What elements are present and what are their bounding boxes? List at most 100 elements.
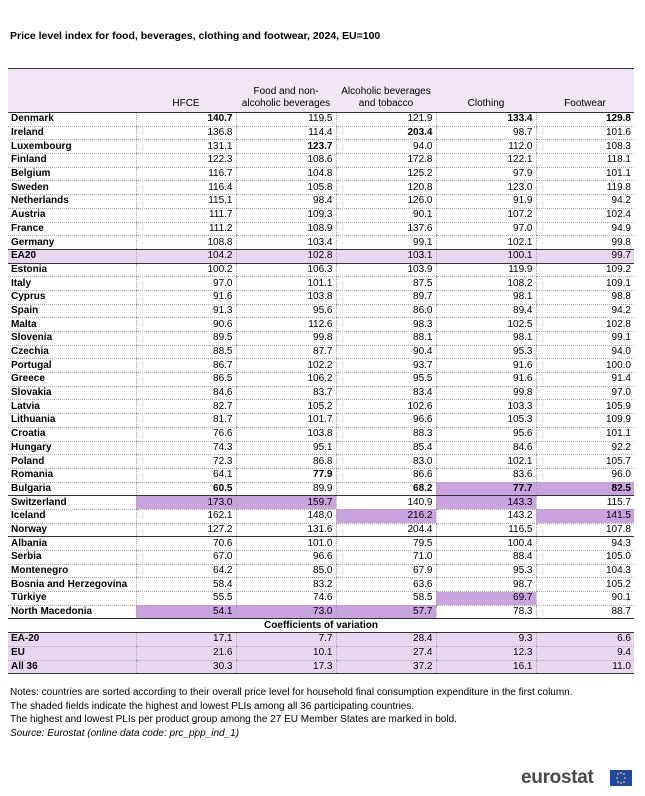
cell: 103.8	[235, 290, 336, 305]
cell: 79.5	[335, 536, 436, 551]
cell: 111.7	[135, 208, 236, 223]
table-row: Greece 86.5 106.2 95.5 91.6 91.4	[8, 372, 634, 387]
cell: 81.7	[135, 413, 236, 428]
cell: 107.8	[535, 523, 634, 538]
table-row: Croatia 76.6 103.8 88.3 95.6 101.1	[8, 427, 634, 442]
cell: 140.9	[335, 495, 436, 510]
table-row: Montenegro 64.2 85.0 67.9 95.3 104.3	[8, 564, 634, 579]
row-label: Italy	[8, 276, 136, 291]
cell: 162.1	[135, 509, 236, 524]
cell: 57.7	[335, 605, 436, 620]
cell: 123.0	[435, 180, 536, 196]
eu-flag	[610, 770, 632, 786]
cell: 136.8	[135, 126, 236, 141]
cell: 100.2	[135, 263, 236, 278]
row-label: North Macedonia	[8, 605, 136, 620]
cell: 86.6	[335, 468, 436, 483]
cell: 55.5	[135, 591, 236, 606]
header-cell: Food and non-alcoholic beverages	[236, 68, 336, 113]
cell: 100.0	[535, 358, 634, 374]
cell: 96.6	[335, 413, 436, 428]
header-cell: HFCE	[136, 68, 236, 113]
cell: 83.0	[335, 454, 436, 469]
cell: 102.4	[535, 208, 634, 223]
cell: 68.2	[335, 482, 436, 497]
row-label: Belgium	[8, 167, 136, 182]
table-row: Latvia 82.7 105.2 102.6 103.3 105.9	[8, 399, 634, 415]
cell: 60.5	[135, 482, 236, 497]
table-row: Cyprus 91.6 103.8 89.7 98.1 98.8	[8, 290, 634, 305]
cell: 91.4	[535, 372, 634, 387]
cell: 102.2	[235, 358, 336, 374]
cell: 67.0	[135, 550, 236, 565]
cell: 95.6	[235, 304, 336, 319]
table-row: Bulgaria 60.5 89.9 68.2 77.7 82.5	[8, 482, 634, 497]
row-label: Austria	[8, 208, 136, 223]
row-label: Spain	[8, 304, 136, 319]
cell: 92.2	[535, 441, 634, 456]
cell: 94.0	[335, 139, 436, 155]
cell: 99.8	[235, 331, 336, 346]
row-label: Bosnia and Herzegovina	[8, 577, 136, 593]
cell: 27.4	[335, 646, 436, 661]
cell: 204.4	[335, 523, 436, 538]
cell: 94.3	[535, 536, 634, 551]
row-label: Türkiye	[8, 591, 136, 606]
note: The shaded fields indicate the highest a…	[10, 700, 415, 712]
table-row: Netherlands 115.1 98.4 126.0 91.9 94.2	[8, 194, 634, 209]
row-label: Switzerland	[8, 495, 136, 510]
cell: 159.7	[235, 495, 336, 510]
cell: 99.7	[535, 248, 634, 264]
cell: 78.3	[435, 605, 536, 620]
table-row: Luxembourg 131.1 123.7 94.0 112.0 108.3	[8, 139, 634, 155]
cell: 106.3	[235, 263, 336, 278]
row-label: EA20	[8, 248, 136, 264]
row-label: All 36	[8, 660, 136, 675]
header-cell: Clothing	[436, 68, 536, 113]
cell: 64.1	[135, 468, 236, 483]
cell: 108.9	[235, 222, 336, 237]
cell: 114.4	[235, 126, 336, 141]
table-row: Denmark 140.7 119.5 121.9 133.4 129.8	[8, 112, 634, 127]
table-row: Spain 91.3 95.6 86.0 89.4 94.2	[8, 304, 634, 319]
cell: 102.5	[435, 317, 536, 332]
table-row: Poland 72.3 86.8 83.0 102.1 105.7	[8, 454, 634, 469]
table-row: Portugal 86.7 102.2 93.7 91.6 100.0	[8, 358, 634, 374]
cell: 101.6	[535, 126, 634, 141]
header-cell	[8, 68, 136, 113]
table-row: Romania 64.1 77.9 86.6 83.6 96.0	[8, 468, 634, 483]
cell: 115.1	[135, 194, 236, 209]
note: Notes: countries are sorted according to…	[10, 687, 573, 698]
cell: 94.0	[535, 345, 634, 360]
cell: 103.8	[235, 427, 336, 442]
cell: 96.6	[235, 550, 336, 565]
cell: 112.6	[235, 317, 336, 332]
cell: 93.7	[335, 358, 436, 374]
cell: 90.4	[335, 345, 436, 360]
cell: 118.1	[535, 153, 634, 168]
cell: 123.7	[235, 139, 336, 155]
row-label: Estonia	[8, 263, 136, 278]
cell: 74.6	[235, 591, 336, 606]
cell: 64.2	[135, 564, 236, 579]
row-label: Ireland	[8, 126, 136, 141]
cell: 76.6	[135, 427, 236, 442]
cell: 95.6	[435, 427, 536, 442]
cell: 99.1	[535, 331, 634, 346]
cell: 6.6	[535, 632, 634, 647]
cell: 88.4	[435, 550, 536, 565]
cell: 119.9	[435, 263, 536, 278]
cell: 94.9	[535, 222, 634, 237]
cell: 109.2	[535, 263, 634, 278]
table-row: Serbia 67.0 96.6 71.0 88.4 105.0	[8, 550, 634, 565]
table-head: HFCE Food and non-alcoholic beverages Alco…	[8, 68, 634, 113]
cell: 88.1	[335, 331, 436, 346]
table-row: Estonia 100.2 106.3 103.9 119.9 109.2	[8, 263, 634, 278]
cell: 87.7	[235, 345, 336, 360]
cell: 94.2	[535, 194, 634, 209]
table-row: Italy 97.0 101.1 87.5 108.2 109.1	[8, 276, 634, 291]
table-row: All 36 30.3 17.3 37.2 16.1 11.0	[8, 660, 634, 675]
cell: 103.9	[335, 263, 436, 278]
cell: 141.5	[535, 509, 634, 524]
cell: 72.3	[135, 454, 236, 469]
